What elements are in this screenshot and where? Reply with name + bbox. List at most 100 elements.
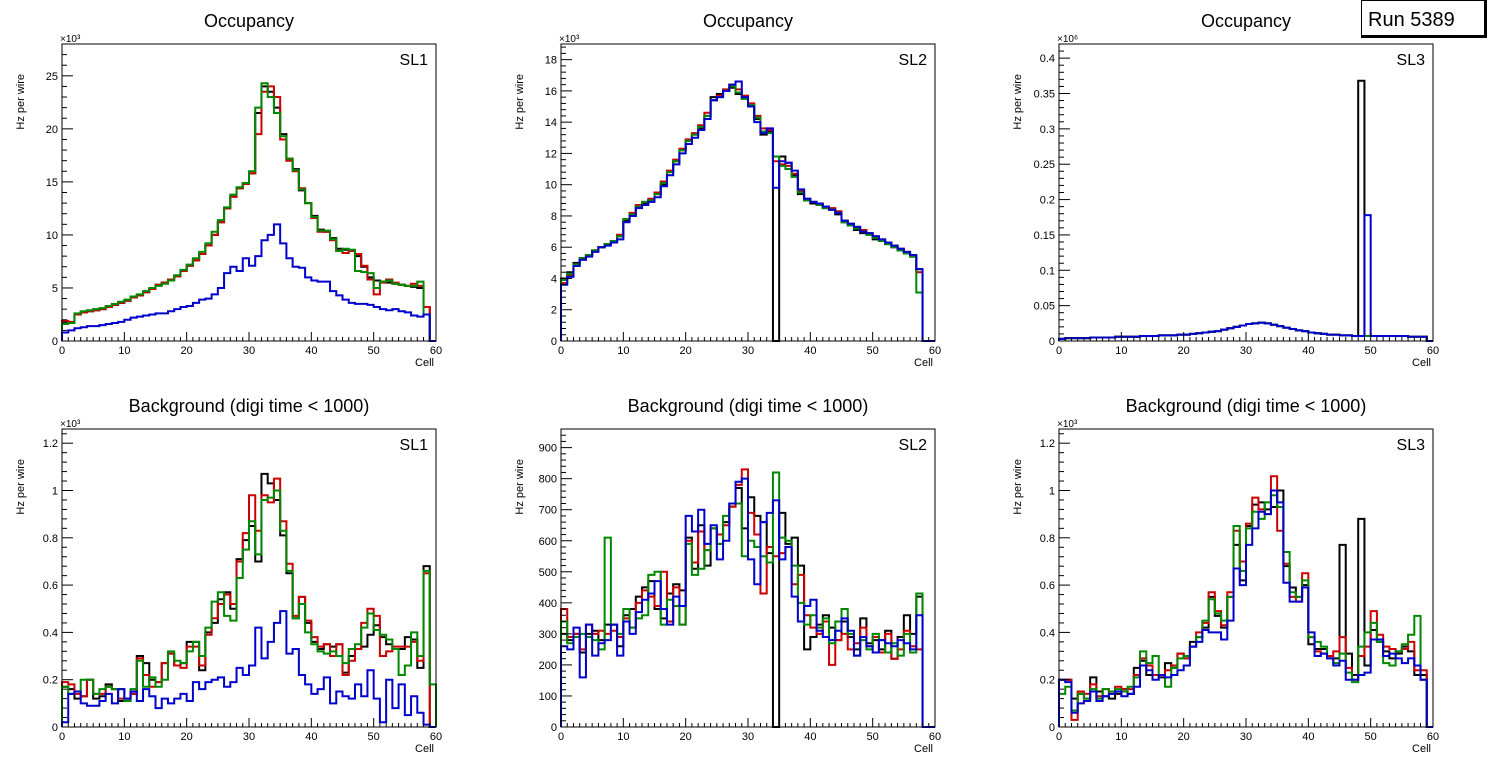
y-tick-label: 14 (545, 117, 557, 129)
x-tick-label: 20 (1178, 731, 1190, 743)
x-tick-label: 0 (1056, 731, 1062, 743)
x-tick-label: 20 (1178, 345, 1190, 357)
y-tick-label: 0.25 (1034, 159, 1055, 171)
y-tick-label: 400 (539, 598, 557, 610)
y-exponent-label: ×10³ (60, 34, 81, 45)
x-axis-label: Cell (1412, 743, 1431, 755)
x-tick-label: 50 (867, 345, 879, 357)
x-tick-label: 10 (1115, 345, 1127, 357)
y-tick-label: 0.2 (1040, 195, 1055, 207)
y-tick-label: 0.2 (1040, 675, 1055, 687)
y-tick-label: 1 (1049, 485, 1055, 497)
x-tick-label: 20 (680, 345, 692, 357)
y-tick-label: 1.2 (1040, 438, 1055, 450)
x-tick-label: 30 (243, 731, 255, 743)
y-tick-label: 15 (46, 177, 58, 189)
x-tick-label: 40 (1302, 345, 1314, 357)
x-tick-label: 0 (1056, 345, 1062, 357)
chart-panel-1: Occupancy 0 10 20 30 40 50 60 0 5 10 15 20 25 ×10³ Cell… (15, 11, 442, 369)
y-tick-label: 0.4 (43, 627, 58, 639)
x-tick-label: 10 (118, 731, 130, 743)
x-axis-label: Cell (1412, 357, 1431, 369)
x-tick-label: 0 (558, 345, 564, 357)
y-tick-label: 0.2 (43, 675, 58, 687)
x-tick-label: 20 (680, 731, 692, 743)
x-tick-label: 50 (867, 731, 879, 743)
y-tick-label: 25 (46, 71, 58, 83)
y-tick-label: 0.15 (1034, 230, 1055, 242)
y-exponent-label: ×10³ (1057, 419, 1078, 430)
x-tick-label: 0 (59, 345, 65, 357)
series-blue (61, 223, 436, 342)
plot-frame (61, 428, 437, 728)
y-tick-label: 300 (539, 629, 557, 641)
y-tick-label: 0.05 (1034, 301, 1055, 313)
series-blue (560, 477, 935, 728)
y-tick-label: 4 (551, 273, 557, 285)
y-tick-label: 2 (551, 305, 557, 317)
y-tick-label: 0.6 (1040, 580, 1055, 592)
x-axis-label: Cell (914, 743, 933, 755)
y-axis-label: Hz per wire (1012, 74, 1024, 130)
y-tick-label: 0 (52, 722, 58, 734)
y-tick-label: 6 (551, 242, 557, 254)
x-tick-label: 30 (243, 345, 255, 357)
y-tick-label: 0 (1049, 336, 1055, 348)
run-label-box: Run 5389 (1361, 0, 1487, 38)
y-axis-label: Hz per wire (514, 459, 526, 515)
y-tick-label: 0.6 (43, 580, 58, 592)
x-tick-label: 10 (118, 345, 130, 357)
x-tick-label: 0 (59, 731, 65, 743)
y-tick-label: 8 (551, 211, 557, 223)
y-tick-label: 500 (539, 567, 557, 579)
x-tick-label: 40 (305, 731, 317, 743)
plot-frame (1058, 43, 1434, 342)
y-axis-label: Hz per wire (514, 74, 526, 130)
x-tick-label: 60 (1427, 345, 1439, 357)
series-green (560, 85, 935, 342)
y-tick-label: 100 (539, 691, 557, 703)
y-tick-label: 0.4 (1040, 627, 1055, 639)
chart-title: Background (digi time < 1000) (1126, 396, 1367, 416)
y-tick-label: 0.4 (1040, 53, 1055, 65)
y-tick-label: 900 (539, 443, 557, 455)
y-tick-label: 10 (46, 230, 58, 242)
chart-title: Occupancy (703, 11, 793, 31)
y-tick-label: 1.2 (43, 438, 58, 450)
x-tick-label: 20 (181, 345, 193, 357)
chart-panel-5: Background (digi time < 1000) 0 10 20 30 40 50… (514, 396, 941, 755)
x-tick-label: 30 (1240, 731, 1252, 743)
y-exponent-label: ×10⁶ (1057, 34, 1078, 45)
chart-panel-4: Background (digi time < 1000)0 10 20 30 40 50… (15, 396, 442, 755)
y-tick-label: 0.8 (43, 533, 58, 545)
chart-panel-2: Occupancy 0 10 20 30 40 50 60 0 2 4 6 8 10 12 14 16 18×10… (514, 11, 941, 369)
series-green (61, 489, 437, 727)
chart-panel-6: Background (digi time < 1000)0 10 20 30 40 50… (1012, 396, 1439, 755)
y-tick-label: 200 (539, 660, 557, 672)
plot-frame (61, 43, 437, 342)
x-tick-label: 40 (305, 345, 317, 357)
series-red (560, 83, 935, 342)
chart-title: Occupancy (1201, 11, 1291, 31)
y-tick-label: 600 (539, 536, 557, 548)
y-axis-label: Hz per wire (1012, 459, 1024, 515)
x-tick-label: 60 (929, 345, 941, 357)
y-tick-label: 0 (551, 722, 557, 734)
chart-panel-3: Occupancy 0 10 20 30 40 50 60 0 0.05 0.1 0.15 0.2 0.2… (1012, 11, 1439, 369)
chart-title: Background (digi time < 1000) (129, 396, 370, 416)
chart-title: Background (digi time < 1000) (628, 396, 869, 416)
superlayer-label: SL1 (400, 437, 429, 454)
y-tick-label: 0 (52, 336, 58, 348)
x-tick-label: 40 (804, 345, 816, 357)
x-tick-label: 60 (929, 731, 941, 743)
x-axis-label: Cell (415, 743, 434, 755)
series-black (560, 86, 935, 342)
superlayer-label: SL3 (1397, 52, 1426, 69)
x-tick-label: 50 (368, 731, 380, 743)
x-tick-label: 30 (1240, 345, 1252, 357)
superlayer-label: SL2 (899, 52, 928, 69)
y-tick-label: 0 (1049, 722, 1055, 734)
x-tick-label: 50 (368, 345, 380, 357)
plot-frame (560, 43, 936, 342)
